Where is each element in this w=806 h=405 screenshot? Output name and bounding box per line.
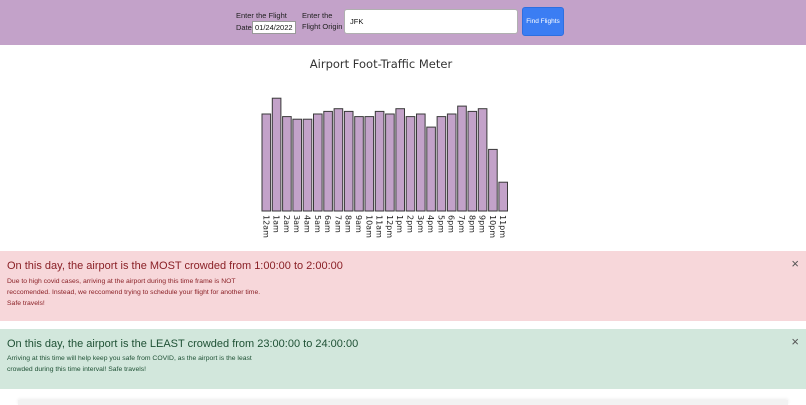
bar-7pm <box>457 105 467 212</box>
most-crowded-text: Due to high covid cases, arriving at the… <box>7 278 261 307</box>
bar-6am <box>323 110 333 212</box>
most-crowded-alert: On this day, the airport is the MOST cro… <box>0 251 806 321</box>
foot-traffic-chart: Airport Foot-Traffic Meter 12am 1am 2am 3am… <box>261 57 508 238</box>
bar-9am <box>354 116 364 212</box>
find-flights-button[interactable]: Find Flights <box>522 7 564 36</box>
tick-label-4pm: 4pm <box>426 215 435 233</box>
bar-10pm <box>488 148 498 212</box>
least-crowded-text: Arriving at this time will help keep you… <box>7 355 252 373</box>
tick-label-6pm: 6pm <box>447 215 456 233</box>
bar-8am <box>343 110 354 212</box>
date-label-colon: Date: <box>236 22 254 33</box>
bar-9pm <box>477 108 488 212</box>
tick-label-9am: 9am <box>354 215 363 233</box>
bar-11am <box>374 110 385 212</box>
tick-label-7pm: 7pm <box>457 215 466 233</box>
origin-label: Enter the <box>302 10 332 21</box>
close-icon[interactable]: × <box>791 256 799 271</box>
chart-title: Airport Foot-Traffic Meter <box>310 57 453 71</box>
next-card-edge <box>18 400 788 405</box>
bar-3pm <box>416 113 426 212</box>
bar-1am <box>271 97 282 212</box>
flight-date-input[interactable]: 01/24/2022 <box>252 21 296 34</box>
bar-4am <box>302 118 313 212</box>
tick-label-5am: 5am <box>313 215 322 233</box>
tick-label-1pm: 1pm <box>395 215 404 233</box>
search-header: Enter the Flight Date: 01/24/2022 Enter … <box>0 0 806 45</box>
tick-label-3am: 3am <box>292 215 301 233</box>
tick-label-1am: 1am <box>272 215 281 233</box>
bar-1pm <box>395 108 405 212</box>
chart-x-ticks: 12am 1am 2am 3am 4am 5am 6am 7am 8am 9am 10am 11am 1… <box>261 215 507 238</box>
least-crowded-alert: On this day, the airport is the LEAST cr… <box>0 329 806 389</box>
tick-label-4am: 4am <box>303 215 312 233</box>
bar-7am <box>333 108 344 212</box>
tick-label-7am: 7am <box>333 215 342 233</box>
tick-label-11pm: 11pm <box>498 215 507 238</box>
bar-12pm <box>385 113 395 212</box>
bar-2pm <box>405 116 416 212</box>
tick-label-10pm: 10pm <box>488 215 497 238</box>
bar-5pm <box>436 116 447 212</box>
tick-label-6am: 6am <box>323 215 332 233</box>
tick-label-3pm: 3pm <box>416 215 425 233</box>
tick-label-2pm: 2pm <box>406 215 415 233</box>
tick-label-12pm: 12pm <box>385 215 394 238</box>
date-label: Enter the Flight <box>236 10 287 21</box>
bar-3am <box>292 118 302 212</box>
tick-label-10am: 10am <box>364 215 373 238</box>
chart-bars <box>261 97 508 212</box>
tick-label-11am: 11am <box>375 215 384 238</box>
least-crowded-heading: On this day, the airport is the LEAST cr… <box>7 338 359 350</box>
bar-5am <box>313 113 323 212</box>
most-crowded-heading: On this day, the airport is the MOST cro… <box>7 260 343 272</box>
date-label-line2: Date: <box>236 23 254 32</box>
origin-label-2: Flight Origin <box>302 21 342 32</box>
date-label-line1: Enter the Flight <box>236 11 287 20</box>
bar-11pm <box>498 181 508 212</box>
bar-4pm <box>426 126 436 212</box>
tick-label-2am: 2am <box>282 215 291 233</box>
bar-8pm <box>467 110 478 212</box>
origin-label-line1: Enter the <box>302 11 333 20</box>
flight-origin-input[interactable]: JFK <box>344 9 518 34</box>
origin-label-line2: Flight Origin <box>302 22 343 31</box>
bar-2am <box>282 116 292 212</box>
tick-label-12am: 12am <box>261 215 270 238</box>
close-icon[interactable]: × <box>791 334 799 349</box>
tick-label-5pm: 5pm <box>436 215 445 233</box>
tick-label-8am: 8am <box>344 215 353 233</box>
bar-12am <box>261 113 272 212</box>
tick-label-9pm: 9pm <box>478 215 487 233</box>
bar-10am <box>364 116 375 212</box>
bar-6pm <box>446 113 457 212</box>
tick-label-8pm: 8pm <box>467 215 476 233</box>
